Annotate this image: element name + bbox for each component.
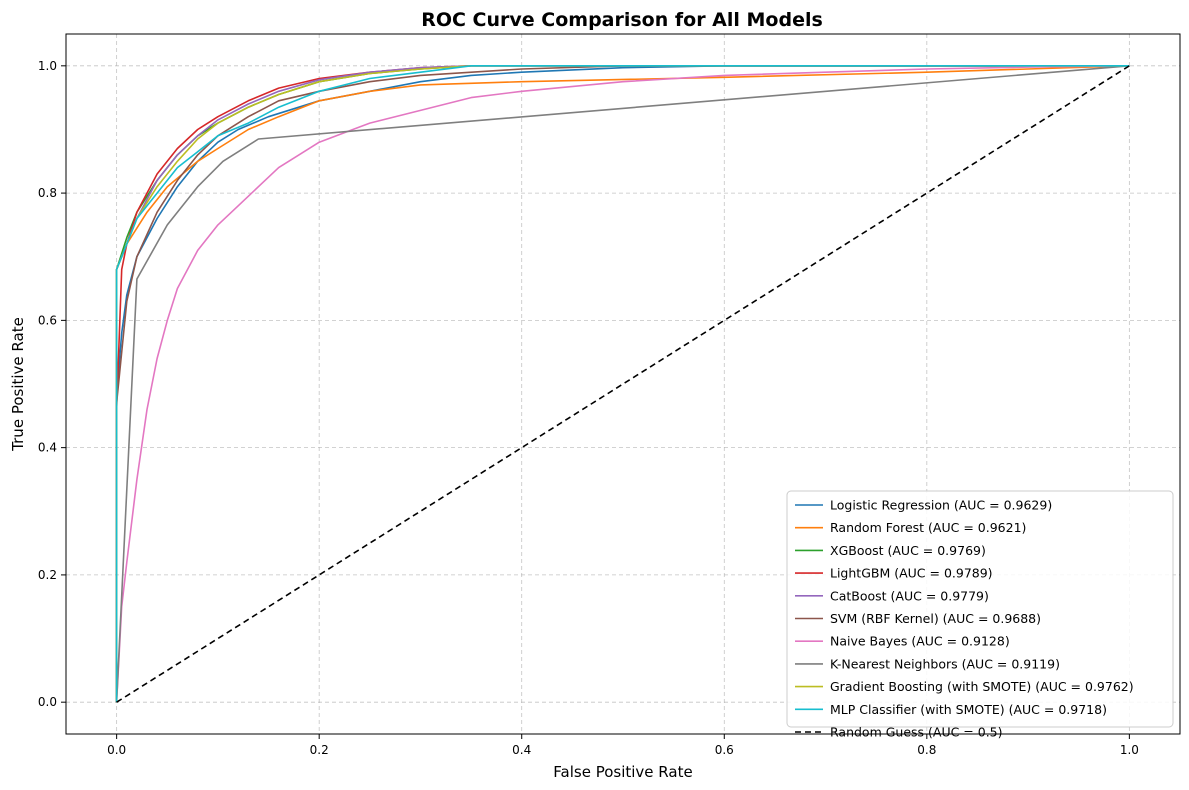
legend-label: Gradient Boosting (with SMOTE) (AUC = 0.… — [830, 679, 1134, 694]
x-axis-label: False Positive Rate — [553, 763, 692, 781]
series-line-1 — [115, 65, 1130, 703]
series-line-7 — [115, 65, 1130, 703]
y-tick-label: 0.6 — [38, 313, 57, 327]
legend-label: MLP Classifier (with SMOTE) (AUC = 0.971… — [830, 702, 1107, 717]
y-tick-label: 0.8 — [38, 186, 57, 200]
legend-label: Random Forest (AUC = 0.9621) — [830, 520, 1026, 535]
legend-label: LightGBM (AUC = 0.9789) — [830, 566, 993, 581]
x-tick-label: 0.6 — [715, 743, 734, 757]
legend-label: XGBoost (AUC = 0.9769) — [830, 543, 986, 558]
chart-title: ROC Curve Comparison for All Models — [421, 9, 823, 31]
legend-label: CatBoost (AUC = 0.9779) — [830, 588, 989, 603]
x-tick-label: 0.8 — [917, 743, 936, 757]
x-tick-label: 1.0 — [1120, 743, 1139, 757]
y-tick-label: 0.0 — [38, 695, 57, 709]
series-layer — [115, 65, 1130, 703]
y-tick-label: 0.4 — [38, 441, 57, 455]
series-line-6 — [115, 65, 1130, 703]
legend-label: SVM (RBF Kernel) (AUC = 0.9688) — [830, 611, 1041, 626]
legend: Logistic Regression (AUC = 0.9629) Random… — [786, 490, 1174, 740]
plot-frame — [65, 33, 1181, 735]
series-line-9 — [115, 65, 1130, 703]
legend-box — [786, 490, 1174, 728]
x-tick-label: 0.2 — [310, 743, 329, 757]
x-tick-label: 0.4 — [512, 743, 531, 757]
y-axis-label: True Positive Rate — [9, 317, 27, 452]
series-line-0 — [115, 65, 1130, 703]
legend-label: Naive Bayes (AUC = 0.9128) — [830, 634, 1010, 649]
legend-label: K-Nearest Neighbors (AUC = 0.9119) — [830, 656, 1060, 671]
legend-label: Logistic Regression (AUC = 0.9629) — [830, 498, 1052, 513]
legend-label: Random Guess (AUC = 0.5) — [830, 725, 1003, 740]
y-tick-label: 0.2 — [38, 568, 57, 582]
y-tick-label: 1.0 — [38, 59, 57, 73]
x-tick-label: 0.0 — [107, 743, 126, 757]
tick-layer: 0.0 0.2 0.4 0.6 0.8 1.0 0.0 0.2 0.4 0.6 0.8 1.0 — [38, 59, 1139, 757]
